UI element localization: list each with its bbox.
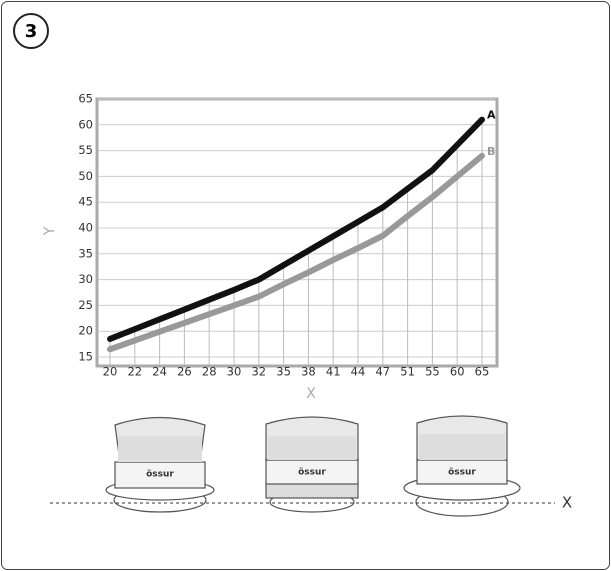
x-tick-label: 65 — [475, 365, 490, 379]
x-tick-label: 26 — [177, 365, 192, 379]
logo: össur — [448, 468, 476, 478]
y-tick-label: 45 — [78, 195, 93, 209]
x-tick-label: 24 — [152, 365, 167, 379]
logo: össur — [146, 470, 174, 480]
y-tick-label: 60 — [78, 117, 93, 131]
y-tick-label: 30 — [78, 272, 93, 286]
x-tick-label: 38 — [301, 365, 316, 379]
y-tick-label: 25 — [78, 298, 93, 312]
y-tick-label: 55 — [78, 143, 93, 157]
x-tick-label: 41 — [326, 365, 341, 379]
x-tick-label: 60 — [450, 365, 465, 379]
x-tick-label: 20 — [103, 365, 118, 379]
x-tick-label: 55 — [425, 365, 440, 379]
y-tick-label: 65 — [78, 92, 93, 106]
series-label: B — [487, 145, 495, 158]
x-tick-label: 28 — [202, 365, 217, 379]
figure: 3 15 20 25 30 35 40 45 50 55 60 65 20 22 24 26 28 30 32 35… — [0, 0, 611, 571]
product — [404, 416, 520, 516]
y-tick-label: 35 — [78, 246, 93, 260]
y-tick-label: 50 — [78, 169, 93, 183]
x-tick-label: 47 — [375, 365, 390, 379]
products — [106, 416, 520, 516]
logo: össur — [298, 468, 326, 478]
y-tick-label: 40 — [78, 221, 93, 235]
y-tick-label: 20 — [78, 324, 93, 338]
x-tick-label: 32 — [251, 365, 266, 379]
x-tick-label: 22 — [127, 365, 142, 379]
badge: 3 — [25, 21, 38, 42]
product — [106, 418, 214, 513]
x-axis-label: X — [306, 386, 316, 402]
x-tick-label: 30 — [227, 365, 242, 379]
x-tick-label: 44 — [351, 365, 366, 379]
plot-frame — [97, 99, 497, 366]
product — [266, 417, 358, 512]
x-tick-label: 51 — [400, 365, 415, 379]
y-axis-label: Y — [42, 226, 58, 236]
x-tick-label: 35 — [276, 365, 291, 379]
y-tick-label: 15 — [78, 350, 93, 364]
baseline-label: X — [562, 494, 572, 512]
series-label: A — [487, 109, 496, 122]
